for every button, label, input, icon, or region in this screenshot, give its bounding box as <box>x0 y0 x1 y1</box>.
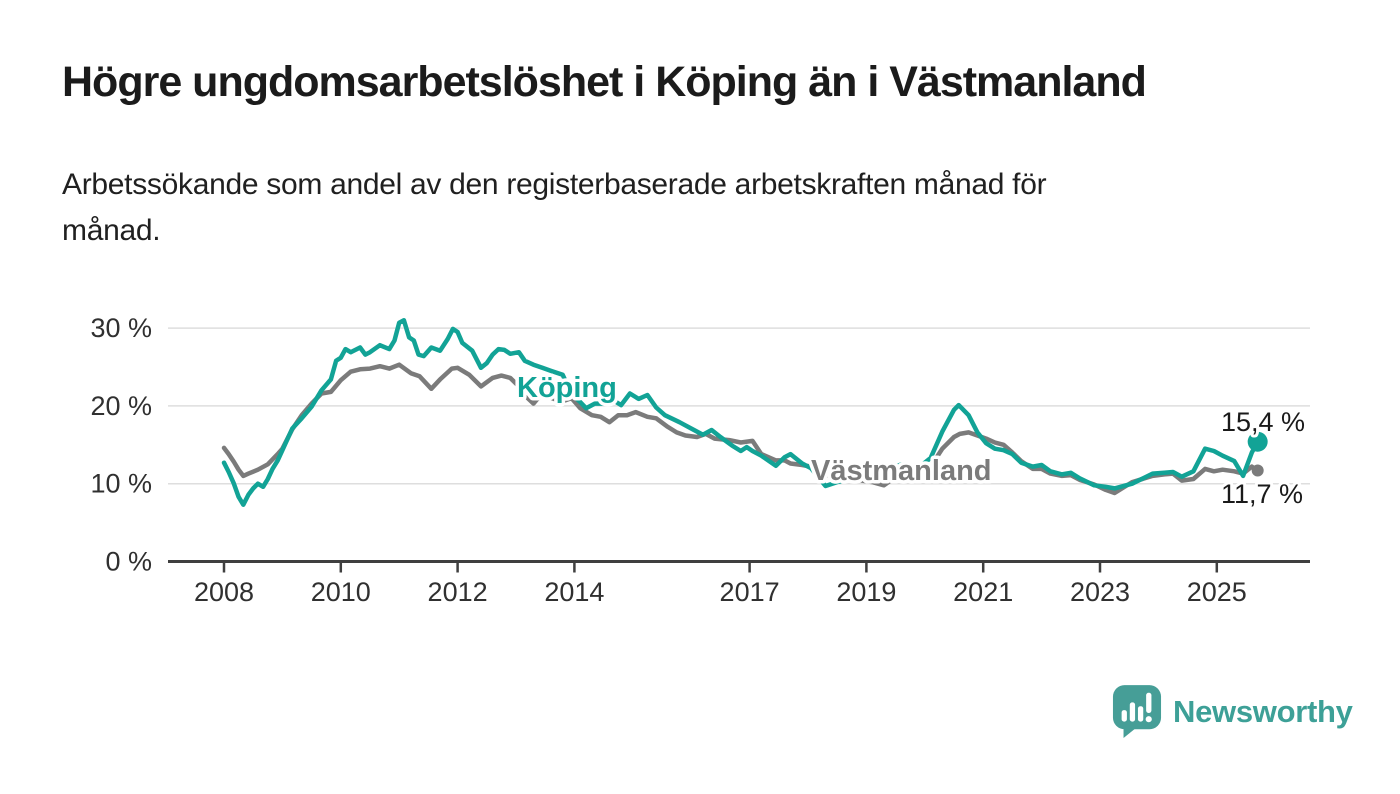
x-tick-label: 2012 <box>428 577 488 607</box>
end-value-label-koping: 15,4 % <box>1221 407 1305 437</box>
x-tick-label: 2019 <box>836 577 896 607</box>
y-tick-label: 30 % <box>90 313 152 343</box>
end-value-label-vastmanland: 11,7 % <box>1221 479 1303 509</box>
series-label-koping: Köping <box>517 372 617 404</box>
x-tick-label: 2021 <box>953 577 1013 607</box>
x-tick-label: 2025 <box>1187 577 1247 607</box>
x-tick-label: 2014 <box>544 577 604 607</box>
x-tick-label: 2023 <box>1070 577 1130 607</box>
end-marker-koping <box>1247 431 1268 452</box>
series-line-kping <box>221 318 1260 507</box>
plot-area: 2008 2010 2012 2014 2017 2019 2021 2023 2025 0 % 1… <box>90 313 1310 607</box>
x-tick-label: 2008 <box>194 577 254 607</box>
x-tick-label: 2017 <box>720 577 780 607</box>
end-marker-vastmanland <box>1251 464 1264 477</box>
series-line-vstmanland <box>221 362 1260 496</box>
newsworthy-logo-text: Newsworthy <box>1173 694 1353 729</box>
y-tick-label: 0 % <box>105 547 152 577</box>
chart-subtitle-line1: Arbetssökande som andel av den registerb… <box>62 168 1047 201</box>
y-tick-label: 20 % <box>90 391 152 421</box>
y-tick-label: 10 % <box>90 469 152 499</box>
newsworthy-bar-chart-bubble-icon <box>1112 685 1162 738</box>
x-tick-label: 2010 <box>311 577 371 607</box>
series-label-vastmanland: Västmanland <box>811 455 992 487</box>
chart-subtitle-line2: månad. <box>62 214 161 247</box>
chart-subtitle: Arbetssökande som andel av den registerb… <box>62 162 1047 254</box>
page-title: Högre ungdomsarbetslöshet i Köping än i … <box>62 58 1147 106</box>
newsworthy-logo: Newsworthy <box>1112 684 1353 740</box>
